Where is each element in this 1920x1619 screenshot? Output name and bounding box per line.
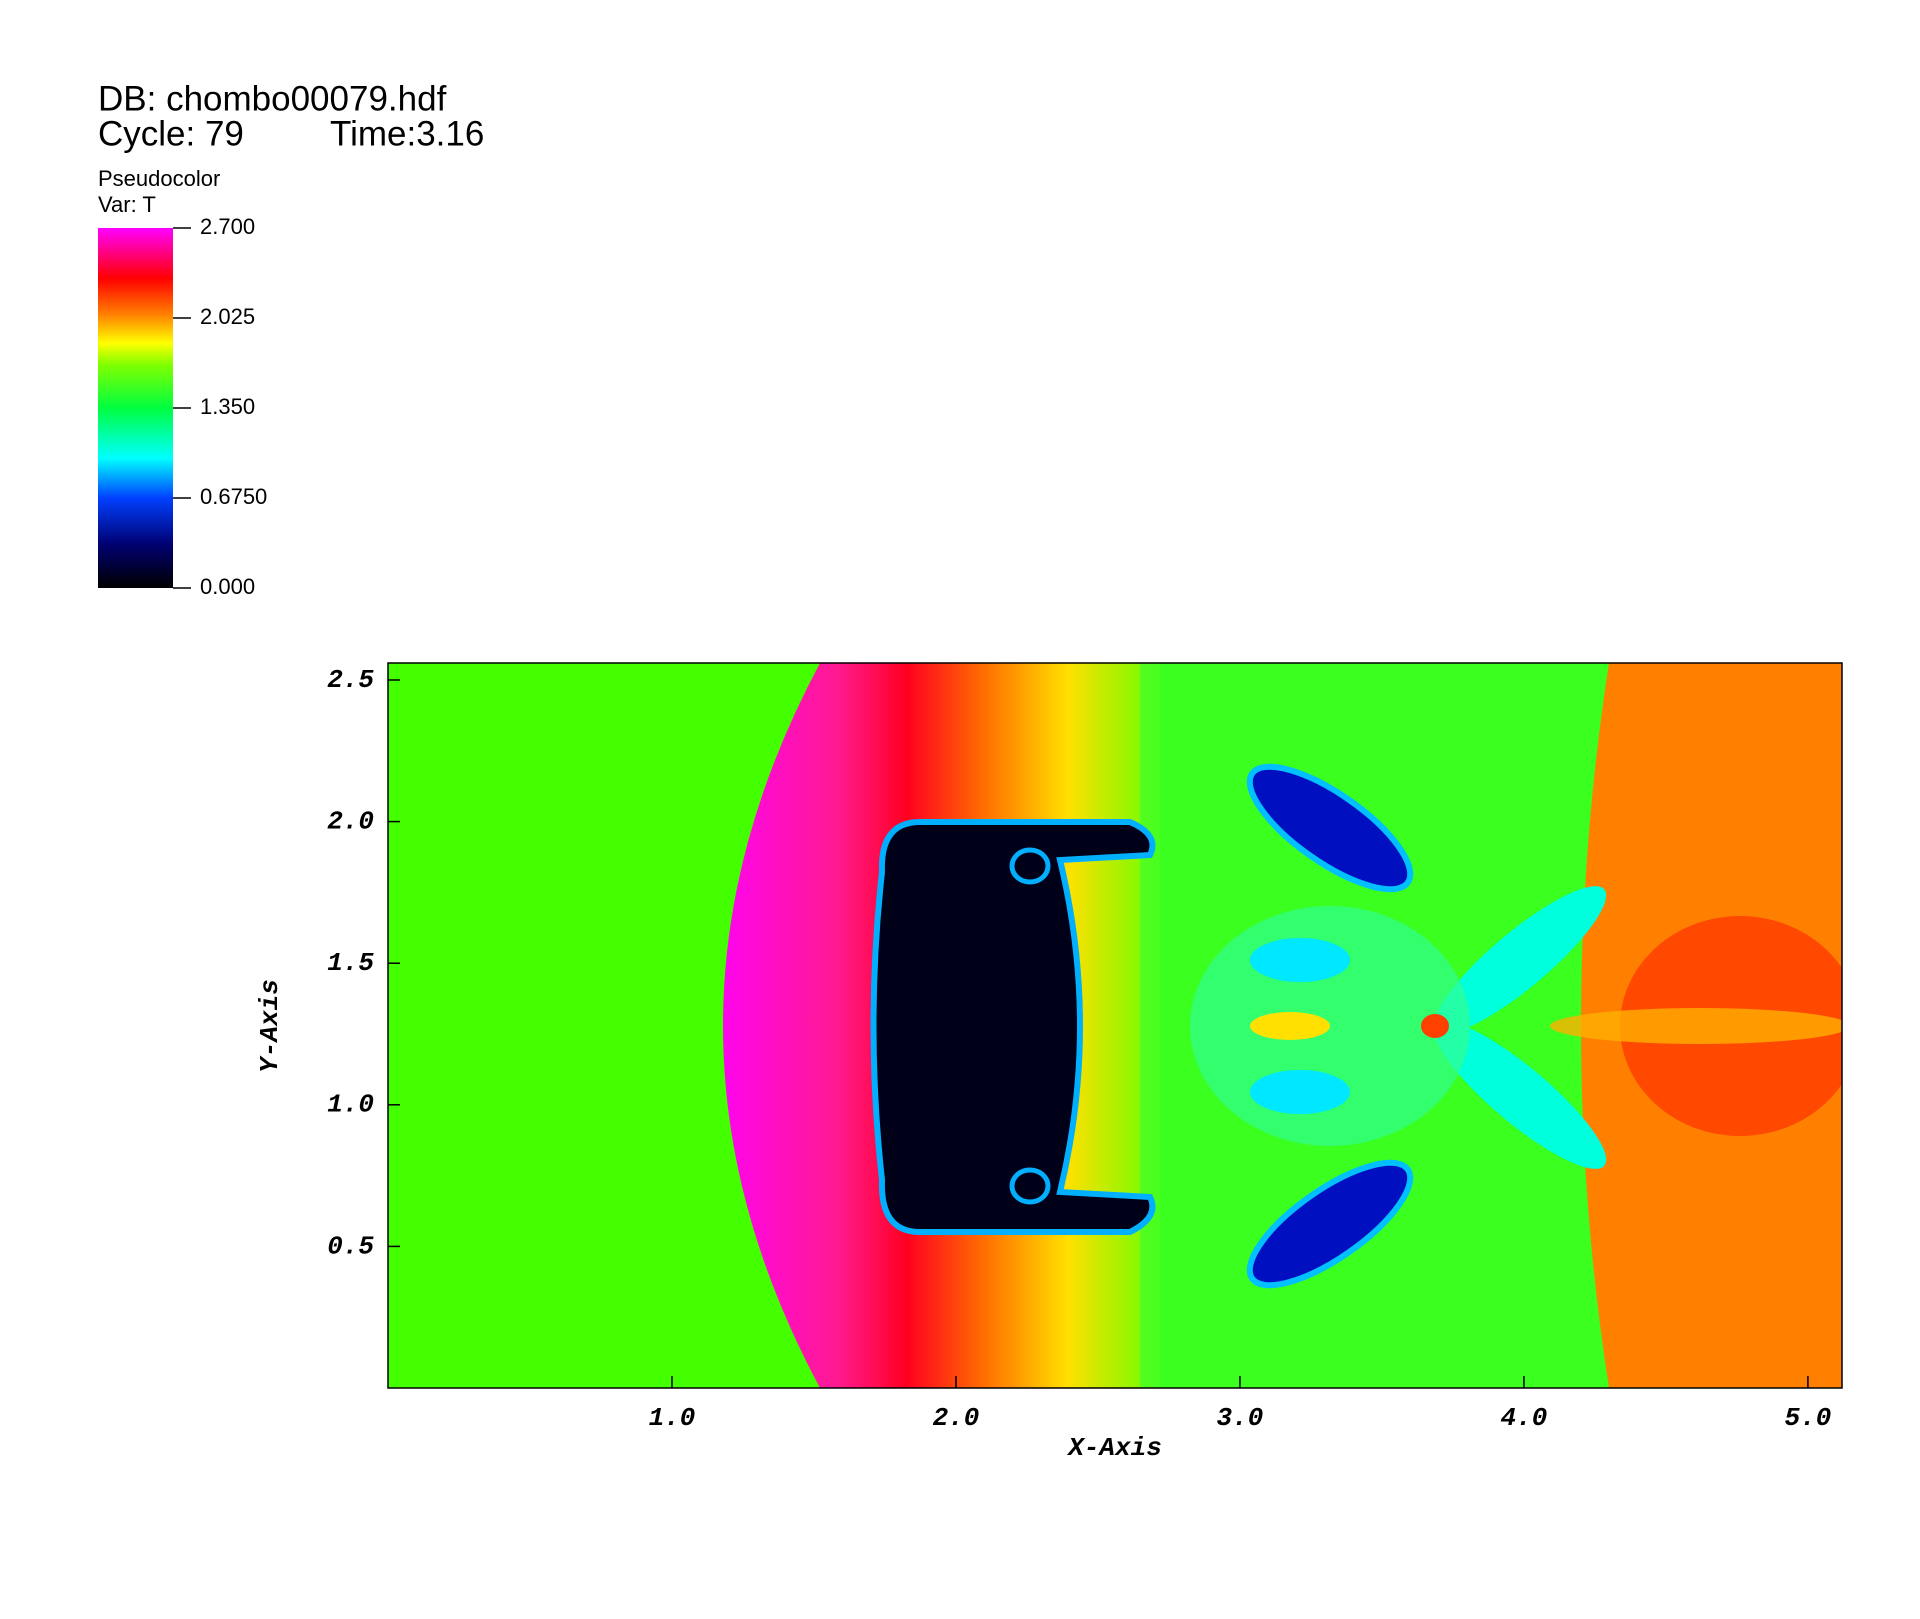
- x-tick-label: 4.0: [1501, 1403, 1548, 1433]
- field: [388, 663, 1842, 1388]
- x-tick-label: 1.0: [649, 1403, 696, 1433]
- y-tick-label: 1.0: [327, 1090, 374, 1120]
- y-axis-title: Y-Axis: [255, 979, 285, 1073]
- x-tick-label: 3.0: [1217, 1403, 1264, 1433]
- colorbar-tick-label: 0.6750: [200, 484, 267, 509]
- y-tick-label: 1.5: [327, 948, 374, 978]
- colorbar-tick-label: 0.000: [200, 574, 255, 599]
- x-tick-label: 2.0: [933, 1403, 980, 1433]
- cycle: Cycle: 79: [98, 114, 244, 153]
- x-tick-label: 5.0: [1785, 1403, 1832, 1433]
- time: Time:3.16: [330, 114, 484, 153]
- plot-name: Pseudocolor: [98, 166, 220, 191]
- x-axis-title: X-Axis: [1066, 1433, 1162, 1463]
- colorbar-tick-label: 1.350: [200, 394, 255, 419]
- colorbar-tick-label: 2.700: [200, 214, 255, 239]
- y-tick-label: 2.5: [327, 665, 374, 695]
- colorbar: [98, 228, 173, 588]
- colorbar-tick-label: 2.025: [200, 304, 255, 329]
- plot-frame: [387, 662, 1843, 1389]
- y-tick-label: 0.5: [327, 1231, 374, 1261]
- variable: Var: T: [98, 192, 156, 217]
- y-tick-label: 2.0: [327, 806, 374, 836]
- db-name: DB: chombo00079.hdf: [98, 79, 447, 118]
